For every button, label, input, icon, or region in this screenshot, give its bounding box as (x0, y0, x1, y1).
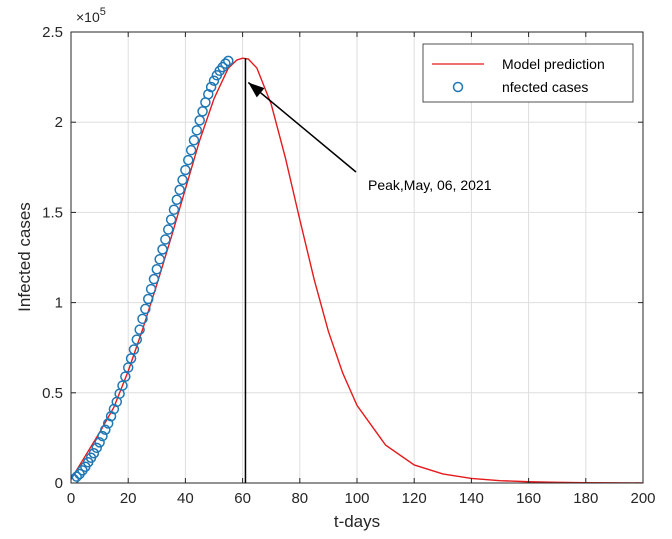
annotation: Peak,May, 06, 2021 (244, 58, 492, 483)
infected-case-point (117, 380, 128, 391)
infected-case-point (165, 214, 177, 225)
infected-case-point (125, 353, 137, 364)
y-tick-label: 2 (55, 114, 63, 131)
legend-marker-sample (452, 81, 464, 93)
ticks (70, 31, 644, 484)
y-tick-label: 1.5 (42, 204, 63, 221)
infected-case-point (140, 303, 151, 315)
y-tick-label: 0 (55, 475, 63, 492)
infected-case-point (171, 194, 183, 206)
y-exponent-power: 5 (100, 6, 106, 18)
tick-labels: 0 20 40 60 80 100 120 140 160 180 200 0 0.5 1 1.5 2 2.5 (42, 24, 655, 507)
infected-case-point (168, 204, 180, 215)
infected-case-point (88, 447, 100, 459)
infected-case-point (134, 324, 145, 335)
legend-label-infected-cases: nfected cases (502, 79, 588, 95)
y-exponent-base: ×10 (76, 9, 100, 25)
infected-case-point (177, 174, 188, 186)
infected-case-point (142, 293, 154, 305)
peak-arrowhead (248, 82, 265, 98)
infected-case-point (94, 437, 105, 448)
infected-case-point (203, 88, 214, 100)
infected-case-point (154, 254, 165, 265)
infected-case-point (102, 418, 114, 429)
infected-case-point (183, 154, 194, 166)
infected-case-point (162, 224, 174, 235)
infected-case-point (220, 58, 231, 69)
model-prediction-line (71, 57, 643, 483)
infected-case-point (97, 430, 108, 442)
legend-label-model-prediction: Model prediction (502, 56, 605, 72)
y-tick-label: 2.5 (42, 24, 63, 41)
infected-case-point (128, 344, 140, 355)
infected-case-point (71, 471, 82, 482)
x-tick-label: 140 (459, 490, 484, 507)
infected-case-point (131, 334, 143, 345)
infected-case-point (71, 474, 80, 483)
x-tick-label: 20 (120, 490, 137, 507)
infected-case-point (194, 115, 205, 126)
x-tick-label: 0 (67, 490, 75, 507)
x-tick-label: 60 (234, 490, 251, 507)
y-tick-label: 1 (55, 295, 63, 312)
infected-case-point (148, 273, 160, 285)
x-tick-label: 200 (630, 490, 655, 507)
x-tick-label: 40 (177, 490, 194, 507)
x-axis-title: t-days (334, 512, 380, 531)
peak-annotation-text: Peak,May, 06, 2021 (368, 177, 492, 193)
peak-arrow-shaft (247, 81, 357, 173)
infected-case-point (122, 362, 134, 373)
x-tick-label: 180 (573, 490, 598, 507)
series-layer (71, 55, 643, 483)
infected-case-point (151, 263, 163, 275)
infected-case-point (185, 144, 197, 156)
infected-case-point (188, 134, 200, 146)
grid (71, 32, 643, 483)
y-axis-title: Infected cases (15, 202, 34, 312)
infected-case-point (137, 313, 148, 325)
infected-case-point (160, 234, 171, 245)
x-tick-label: 160 (516, 490, 541, 507)
x-tick-label: 120 (402, 490, 427, 507)
infected-case-point (223, 55, 234, 67)
infected-case-point (145, 283, 157, 295)
infected-case-point (180, 164, 191, 176)
infected-case-point (105, 411, 117, 422)
infected-case-point (208, 75, 220, 86)
y-tick-label: 0.5 (42, 385, 63, 402)
infected-case-point (108, 403, 120, 415)
infected-case-point (120, 371, 131, 382)
x-tick-label: 100 (344, 490, 369, 507)
x-tick-label: 80 (291, 490, 308, 507)
legend-box (422, 43, 634, 103)
infected-case-point (157, 244, 168, 255)
infected-case-point (174, 184, 185, 196)
legend: Model prediction nfected cases (422, 43, 634, 103)
infected-case-point (100, 424, 111, 436)
infected-case-point (91, 442, 102, 454)
infected-case-point (191, 125, 203, 136)
y-exponent: ×105 (76, 6, 106, 25)
infected-case-point (205, 81, 217, 93)
infected-case-point (197, 106, 208, 117)
